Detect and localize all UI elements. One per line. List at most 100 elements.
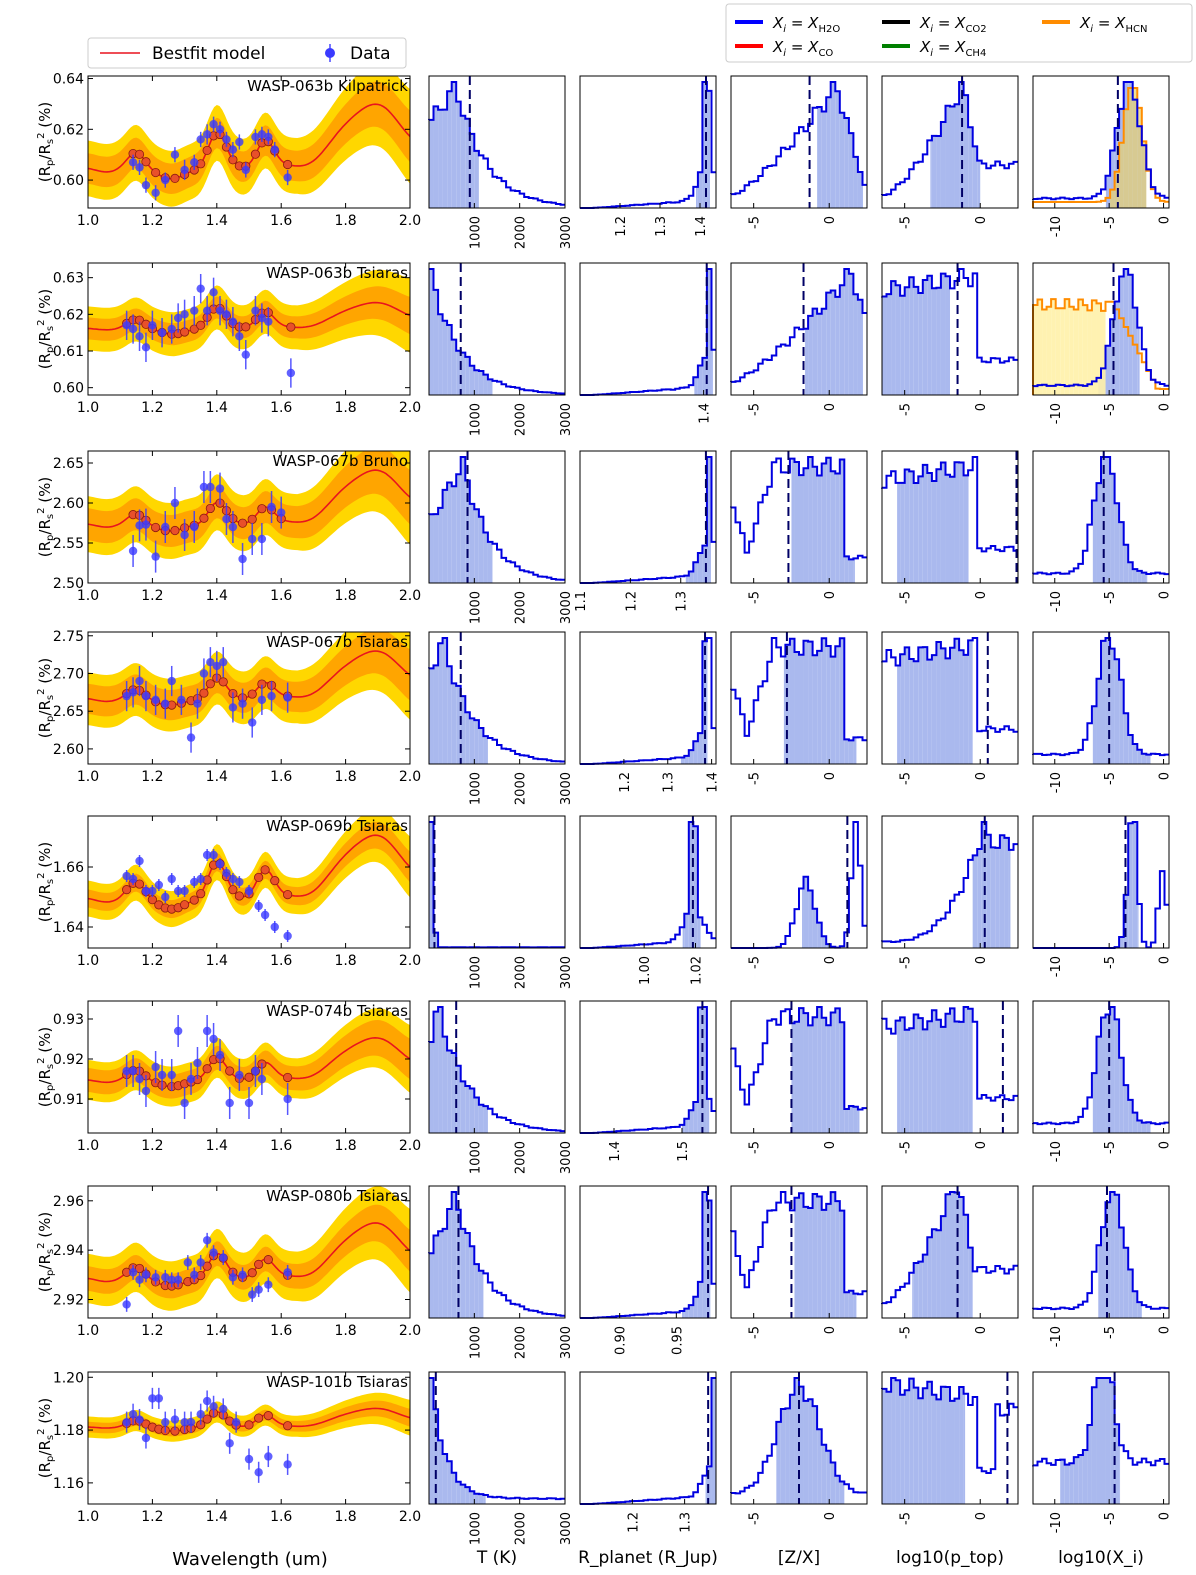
credible-interval-fill: [1110, 1007, 1115, 1133]
credible-interval-fill: [465, 480, 470, 583]
credible-interval-fill: [913, 1014, 919, 1133]
credible-interval-fill: [936, 1230, 941, 1318]
credible-interval-fill: [826, 1025, 831, 1133]
credible-interval-fill: [895, 285, 901, 395]
credible-interval-fill: [940, 1026, 946, 1133]
data-point: [196, 284, 205, 293]
data-point: [238, 554, 247, 564]
posterior-xtick-label: -5: [1103, 1512, 1118, 1525]
credible-interval-fill: [1096, 1036, 1101, 1133]
credible-interval-fill: [940, 121, 946, 208]
ytick-label: 2.70: [53, 666, 84, 682]
posterior-axes-frame: [1032, 75, 1170, 209]
credible-interval-fill: [438, 643, 443, 764]
data-point: [173, 1275, 183, 1284]
posterior-xtick-label: -5: [748, 403, 763, 416]
species-legend-box: [725, 3, 1193, 63]
posterior-xtick-label: -10: [1049, 956, 1064, 977]
data-point: [257, 695, 267, 705]
posterior-xtick-label: 0: [1158, 1512, 1173, 1520]
data-point: [183, 1258, 193, 1267]
credible-interval-fill: [817, 106, 822, 208]
data-point: [241, 350, 250, 359]
credible-interval-fill: [799, 1386, 804, 1504]
xtick-label: 1.0: [77, 1138, 99, 1154]
credible-interval-fill: [968, 1008, 973, 1133]
posterior-panel: -5 0: [881, 631, 1019, 785]
credible-interval-fill: [826, 645, 831, 764]
credible-interval-fill: [1105, 638, 1111, 764]
credible-interval-fill: [945, 1386, 950, 1504]
binned-model-point: [254, 872, 264, 883]
posterior-xtick-label: 2000: [514, 403, 529, 436]
posterior-xtick-label: 3000: [559, 772, 574, 805]
credible-interval-fill: [438, 1231, 443, 1318]
credible-interval-fill: [456, 474, 461, 583]
posterior-panel: -5 0: [730, 1371, 868, 1525]
credible-interval-fill: [927, 1237, 932, 1318]
posterior-column-label: T (K): [476, 1548, 517, 1568]
data-point: [186, 733, 196, 742]
credible-interval-fill: [817, 922, 822, 948]
credible-interval-fill: [990, 847, 996, 948]
data-point: [254, 1285, 263, 1294]
credible-interval-fill: [848, 1106, 854, 1133]
data-point: [173, 313, 183, 323]
data-point: [283, 173, 292, 182]
posterior-histogram-line: [1032, 1006, 1169, 1126]
data-point: [264, 132, 273, 142]
credible-interval-fill: [474, 370, 479, 395]
data-point: [257, 1074, 267, 1084]
credible-interval-fill: [447, 1208, 452, 1318]
posterior-xtick-label: -5: [1103, 591, 1118, 604]
credible-interval-fill: [794, 1197, 799, 1318]
credible-interval-fill: [1119, 276, 1124, 395]
posterior-xtick-label: 0: [823, 216, 838, 224]
data-point: [167, 1070, 176, 1080]
posterior-xtick-label: 2000: [514, 1141, 529, 1174]
posterior-xtick-label: 0: [823, 1512, 838, 1520]
credible-interval-fill: [706, 90, 710, 208]
data-point: [167, 676, 176, 686]
spectrum-ylabel: (Rp/Rs2 (%): [36, 102, 56, 182]
ytick-label: 0.93: [53, 1012, 84, 1028]
posterior-panel: 1.2 1.3 1.4: [579, 631, 721, 793]
data-point: [277, 508, 286, 517]
legend-box: [87, 37, 407, 69]
credible-interval-fill: [685, 575, 689, 583]
credible-interval-fill: [918, 1398, 923, 1504]
posterior-panel: 1000 2000 3000: [428, 1000, 574, 1174]
xtick-label: 1.8: [334, 769, 356, 785]
credible-interval-fill: [922, 1029, 928, 1133]
credible-interval-fill: [808, 457, 813, 583]
hcn-fill: [1033, 305, 1038, 395]
data-point: [161, 522, 170, 532]
data-point: [173, 1026, 183, 1036]
posterior-histogram-line: [730, 268, 867, 383]
data-point: [260, 910, 270, 920]
posterior-histogram-line: [428, 637, 565, 763]
credible-interval-fill: [680, 757, 685, 764]
credible-interval-fill: [1101, 1378, 1106, 1504]
credible-interval-fill: [913, 286, 919, 395]
data-point: [141, 343, 151, 352]
posterior-column-label: [Z/X]: [778, 1548, 820, 1568]
posterior-panel: -10 -5 0: [1032, 75, 1173, 237]
credible-interval-fill: [826, 1450, 831, 1504]
posterior-axes-frame: [579, 1185, 717, 1319]
posterior-xtick-label: -5: [899, 403, 914, 416]
species-label-h2o: Xi = XH2O: [772, 14, 840, 35]
spectrum-ylabel: (Rp/Rs2 (%): [36, 1398, 56, 1478]
credible-interval-fill: [936, 1019, 941, 1133]
credible-interval-fill: [429, 668, 434, 764]
credible-interval-fill: [1114, 659, 1120, 764]
data-point: [180, 310, 189, 319]
credible-interval-fill: [913, 482, 919, 583]
posterior-xtick-label: -5: [1103, 403, 1118, 416]
data-point: [141, 180, 151, 190]
ytick-label: 0.64: [53, 72, 84, 88]
model-band-inner: [88, 632, 410, 721]
xtick-label: 1.8: [334, 1323, 356, 1339]
data-point: [196, 874, 205, 884]
credible-interval-fill: [688, 571, 694, 583]
